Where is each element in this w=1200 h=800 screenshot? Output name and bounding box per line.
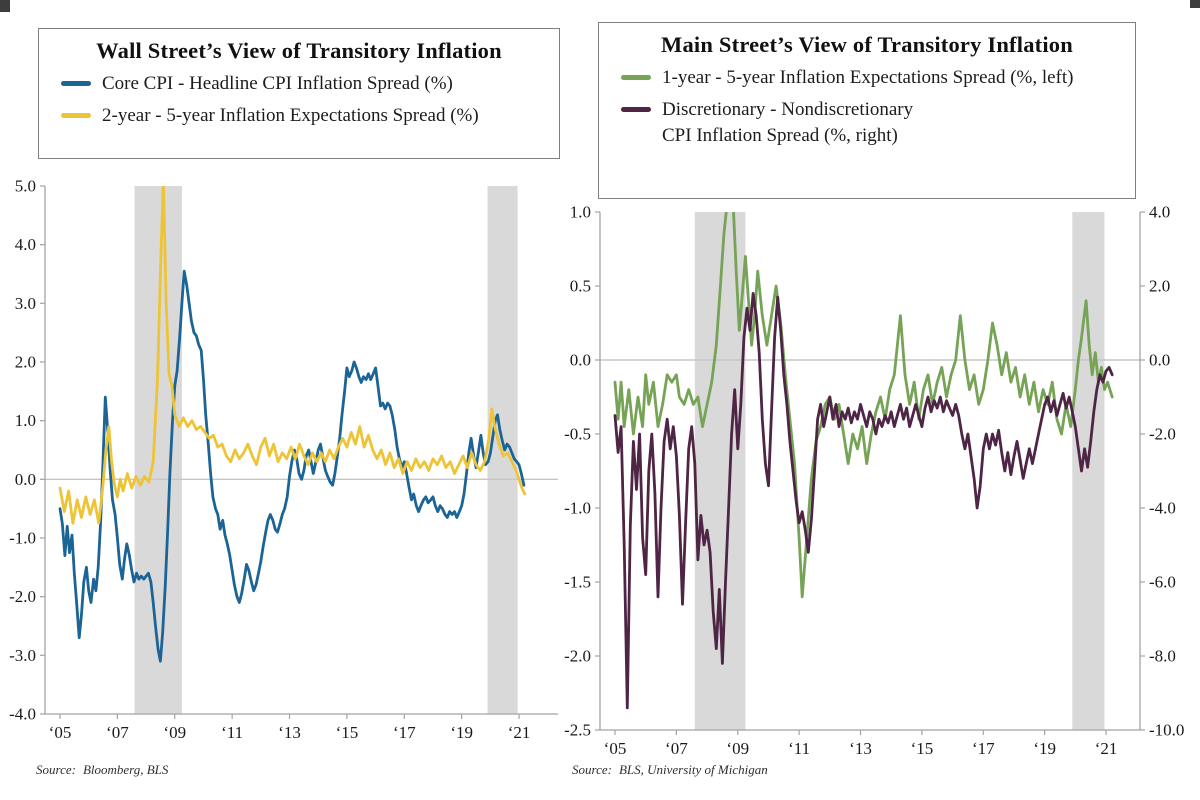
tick-label: -6.0	[1149, 573, 1176, 592]
tick-label: ‘17	[972, 739, 995, 758]
tick-label: 0.0	[570, 351, 591, 370]
main-street-source-note: Source: BLS, University of Michigan	[572, 762, 768, 778]
tick-label: -10.0	[1149, 721, 1184, 740]
tick-label: -8.0	[1149, 647, 1176, 666]
tick-label: ‘15	[336, 723, 359, 742]
legend-label-1y-5y-expectations: 1-year - 5-year Inflation Expectations S…	[662, 67, 1074, 88]
tick-label: -1.0	[9, 529, 36, 548]
tick-label: ‘21	[1095, 739, 1118, 758]
green-line-swatch-icon	[621, 75, 651, 80]
legend-item-core-cpi: Core CPI - Headline CPI Inflation Spread…	[61, 71, 549, 98]
tick-label: ‘19	[1033, 739, 1056, 758]
tick-label: -2.0	[564, 647, 591, 666]
page-corner-artifact-right	[1190, 0, 1200, 8]
tick-label: -4.0	[9, 705, 36, 724]
tick-label: -1.5	[564, 573, 591, 592]
tick-label: ‘19	[450, 723, 473, 742]
tick-label: -4.0	[1149, 499, 1176, 518]
source-label: Source:	[572, 762, 612, 777]
page-corner-artifact-left	[0, 0, 10, 12]
tick-label: ‘11	[788, 739, 810, 758]
recession-band	[134, 186, 182, 714]
tick-label: 1.0	[570, 203, 591, 222]
tick-label: ‘09	[163, 723, 186, 742]
legend-item-2y-5y-expectations: 2-year - 5-year Inflation Expectations S…	[61, 103, 549, 130]
wall-street-legend-box: Wall Street’s View of Transitory Inflati…	[38, 28, 560, 159]
tick-label: -2.5	[564, 721, 591, 740]
recession-band	[1072, 212, 1105, 730]
tick-label: -2.0	[1149, 425, 1176, 444]
tick-label: 0.0	[1149, 351, 1170, 370]
tick-label: 5.0	[15, 177, 36, 196]
series-line-0	[58, 269, 526, 663]
tick-label: 4.0	[15, 235, 36, 254]
tick-label: -2.0	[9, 587, 36, 606]
wall-street-chart: 5.0 4.0 3.0 2.0 1.0 0.0 -1.0 -2.0 -3.0 -4.0 ‘05 ‘07…	[9, 177, 558, 742]
tick-label: ‘17	[393, 723, 416, 742]
tick-label: 4.0	[1149, 203, 1170, 222]
tick-label: ‘13	[278, 723, 301, 742]
series-line-1	[613, 291, 1114, 710]
tick-label: 0.0	[15, 470, 36, 489]
tick-label: 1.0	[15, 411, 36, 430]
wall-street-source-note: Source: Bloomberg, BLS	[36, 762, 168, 778]
tick-label: ‘15	[911, 739, 934, 758]
tick-label: ‘13	[849, 739, 872, 758]
tick-label: 2.0	[1149, 277, 1170, 296]
legend-label-2y-5y-expectations: 2-year - 5-year Inflation Expectations S…	[102, 104, 479, 126]
legend-label-core-cpi: Core CPI - Headline CPI Inflation Spread…	[102, 73, 453, 94]
tick-label: ‘05	[49, 723, 72, 742]
purple-line-swatch-icon	[621, 106, 651, 112]
tick-label: 3.0	[15, 294, 36, 313]
tick-label: ‘07	[106, 723, 129, 742]
main-street-chart: 1.0 0.5 0.0 -0.5 -1.0 -1.5 -2.0 -2.5 4.0 2.0 0.0 -2…	[564, 203, 1184, 759]
source-value: BLS, University of Michigan	[618, 762, 768, 777]
series-line-0	[613, 212, 1114, 599]
source-label: Source:	[36, 762, 76, 777]
blue-line-swatch-icon	[61, 81, 91, 86]
main-street-chart-title: Main Street’s View of Transitory Inflati…	[661, 32, 1073, 57]
main-street-legend-box: Main Street’s View of Transitory Inflati…	[598, 22, 1136, 199]
legend-label-discretionary-spread: Discretionary - Nondiscretionary CPI Inf…	[662, 98, 914, 147]
tick-label: ‘05	[604, 739, 627, 758]
tick-label: ‘09	[726, 739, 749, 758]
wall-street-chart-title: Wall Street’s View of Transitory Inflati…	[96, 38, 502, 63]
tick-label: -3.0	[9, 646, 36, 665]
tick-label: 2.0	[15, 353, 36, 372]
legend-item-discretionary-spread: Discretionary - Nondiscretionary CPI Inf…	[621, 97, 1125, 150]
tick-label: ‘11	[221, 723, 243, 742]
tick-label: -1.0	[564, 499, 591, 518]
tick-label: 0.5	[570, 277, 591, 296]
series-line-1	[58, 186, 527, 525]
legend-item-1y-5y-expectations: 1-year - 5-year Inflation Expectations S…	[621, 65, 1125, 92]
tick-label: ‘07	[665, 739, 688, 758]
source-value: Bloomberg, BLS	[82, 762, 169, 777]
yellow-line-swatch-icon	[61, 112, 91, 118]
tick-label: -0.5	[564, 425, 591, 444]
tick-label: ‘21	[508, 723, 531, 742]
